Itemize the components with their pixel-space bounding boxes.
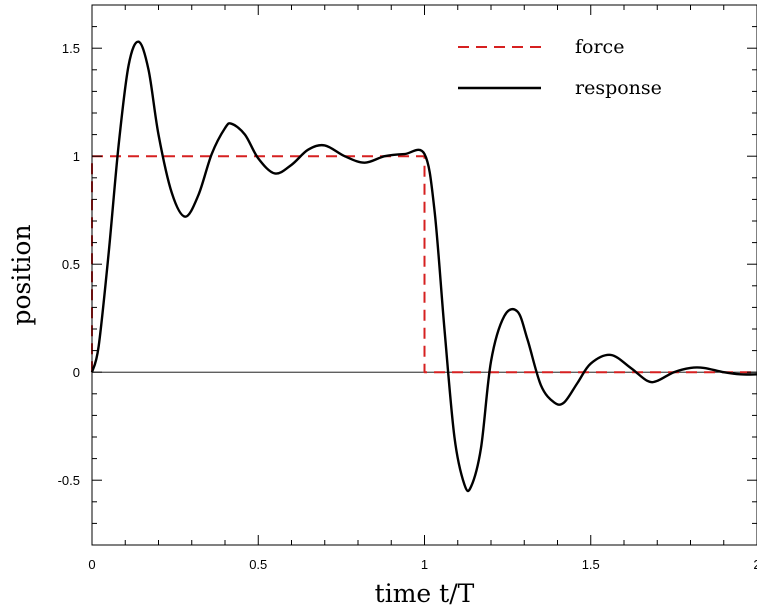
legend-label-response: response	[575, 77, 662, 99]
y-axis: -0.5 0 0.5 1 1.5	[58, 26, 757, 524]
y-axis-title: position	[7, 224, 36, 325]
series-line-force	[91, 155, 757, 374]
x-axis-title: time t/T	[375, 579, 475, 608]
legend-label-force: force	[575, 36, 624, 58]
x-axis: 0 0.5 1 1.5 2	[88, 5, 757, 572]
y-tick-label: 1	[73, 149, 80, 164]
x-tick-label: 0	[88, 557, 95, 572]
legend: force response	[458, 36, 662, 99]
x-tick-label: 0.5	[249, 557, 267, 572]
y-tick-label: 0.5	[62, 257, 80, 272]
plot-content	[90, 40, 757, 493]
x-tick-label: 1	[421, 557, 428, 572]
x-tick-label: 2	[753, 557, 757, 572]
y-tick-label: 0	[73, 365, 80, 380]
series-line-response	[90, 40, 757, 493]
y-tick-label: -0.5	[58, 473, 80, 488]
y-tick-label: 1.5	[62, 41, 80, 56]
x-tick-label: 1.5	[582, 557, 600, 572]
